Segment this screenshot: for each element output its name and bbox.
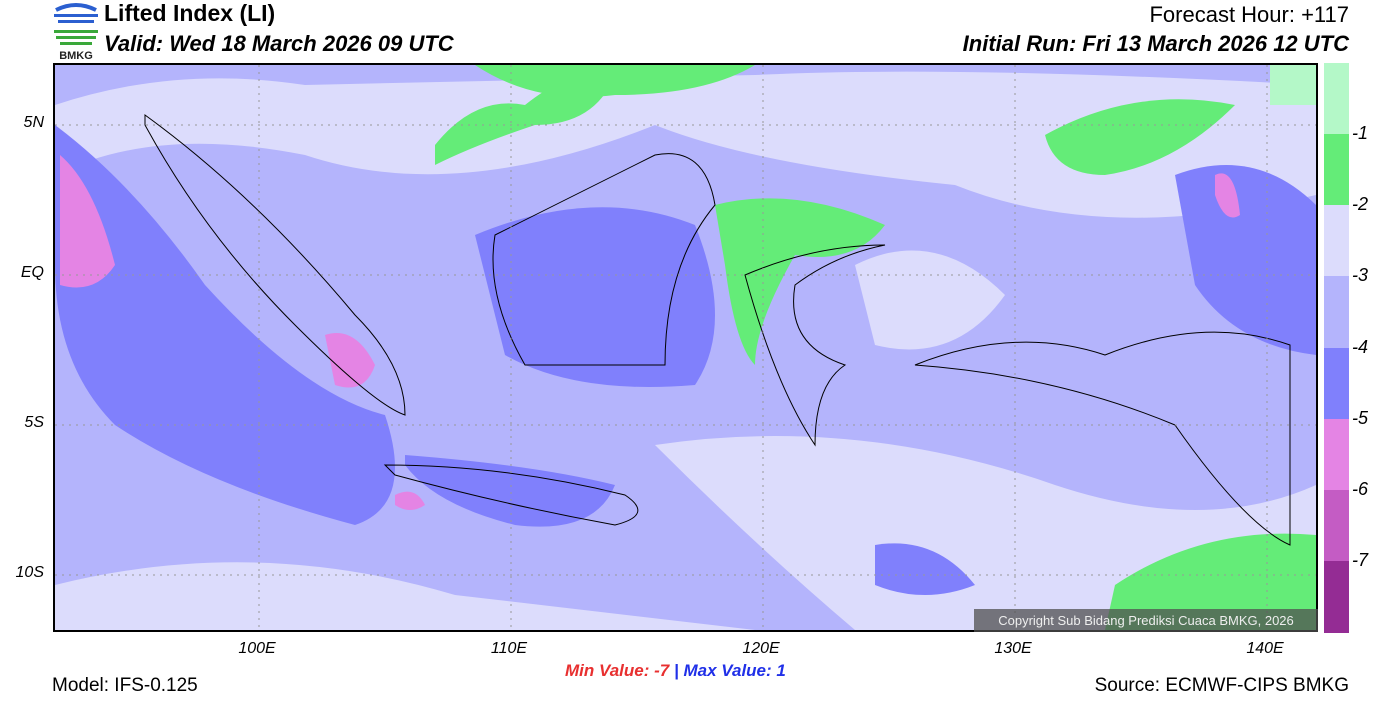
lat-label: 5N (23, 114, 44, 131)
lon-label: 100E (238, 640, 276, 657)
chart-title: Lifted Index (LI) (104, 0, 276, 26)
copyright-notice: Copyright Sub Bidang Prediksi Cuaca BMKG… (974, 609, 1318, 632)
graticule (55, 65, 1316, 630)
colorbar-label: -4 (1352, 336, 1369, 357)
colorbar-segment (1324, 276, 1349, 349)
valid-time: Valid: Wed 18 March 2026 09 UTC (104, 31, 454, 56)
colorbar-segment (1324, 63, 1349, 135)
min-label: Min Value: (565, 661, 650, 680)
forecast-hour: Forecast Hour: +117 (1149, 2, 1349, 27)
lifted-index-map (53, 63, 1318, 632)
min-value: -7 (654, 661, 670, 680)
lon-label: 140E (1246, 640, 1284, 657)
colorbar-label: -7 (1352, 549, 1369, 570)
colorbar-segment (1324, 134, 1349, 207)
field-level-2 (435, 65, 1316, 630)
field-level-5 (60, 155, 1240, 510)
lat-label: 5S (24, 414, 44, 431)
initial-run: Initial Run: Fri 13 March 2026 12 UTC (962, 31, 1349, 56)
colorbar-label: -1 (1352, 123, 1369, 144)
colorbar-label: -6 (1352, 478, 1369, 499)
field-level-4 (55, 125, 1316, 595)
coastlines (144, 114, 1291, 546)
svg-text:BMKG: BMKG (59, 50, 93, 60)
source-label: Source: ECMWF-CIPS BMKG (1094, 675, 1349, 696)
min-max-values: Min Value: -7 | Max Value: 1 (565, 661, 786, 681)
colorbar-segment (1324, 489, 1349, 562)
colorbar-label: -2 (1352, 194, 1369, 215)
max-label: Max Value: (683, 661, 772, 680)
separator: | (673, 661, 679, 680)
bmkg-logo: BMKG (52, 2, 100, 62)
model-label: Model: IFS-0.125 (52, 675, 198, 696)
colorbar-label: -5 (1352, 407, 1369, 428)
colorbar-segment (1324, 560, 1349, 633)
lon-label: 110E (490, 640, 528, 657)
lat-label: 10S (15, 564, 44, 581)
colorbar-label: -3 (1352, 265, 1369, 286)
colorbar-segment (1324, 418, 1349, 491)
lon-label: 120E (742, 640, 780, 657)
max-value: 1 (776, 661, 786, 680)
lat-label: EQ (20, 264, 44, 281)
lon-label: 130E (994, 640, 1032, 657)
colorbar-segment (1324, 347, 1349, 420)
colorbar-segment (1324, 205, 1349, 278)
